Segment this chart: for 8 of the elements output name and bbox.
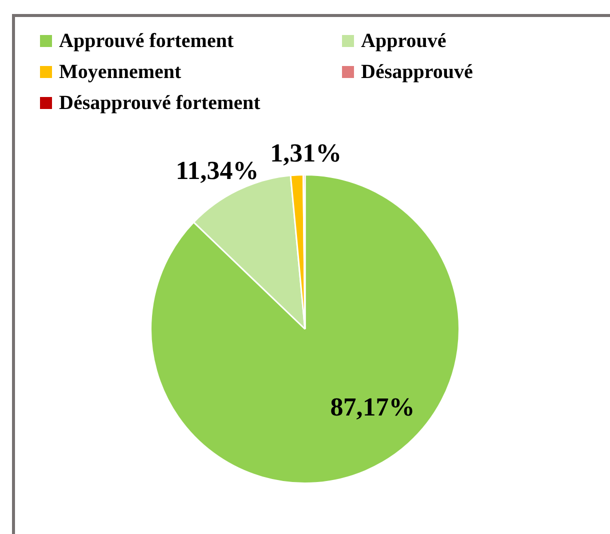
legend-label: Désapprouvé — [361, 61, 473, 83]
data-label: 1,31% — [270, 138, 342, 168]
legend-label: Désapprouvé fortement — [59, 92, 260, 114]
legend-label: Approuvé fortement — [59, 30, 234, 52]
legend-label: Moyennement — [59, 61, 182, 83]
data-label: 11,34% — [176, 156, 259, 185]
data-label: 87,17% — [330, 392, 415, 422]
legend-label: Approuvé — [361, 30, 446, 52]
